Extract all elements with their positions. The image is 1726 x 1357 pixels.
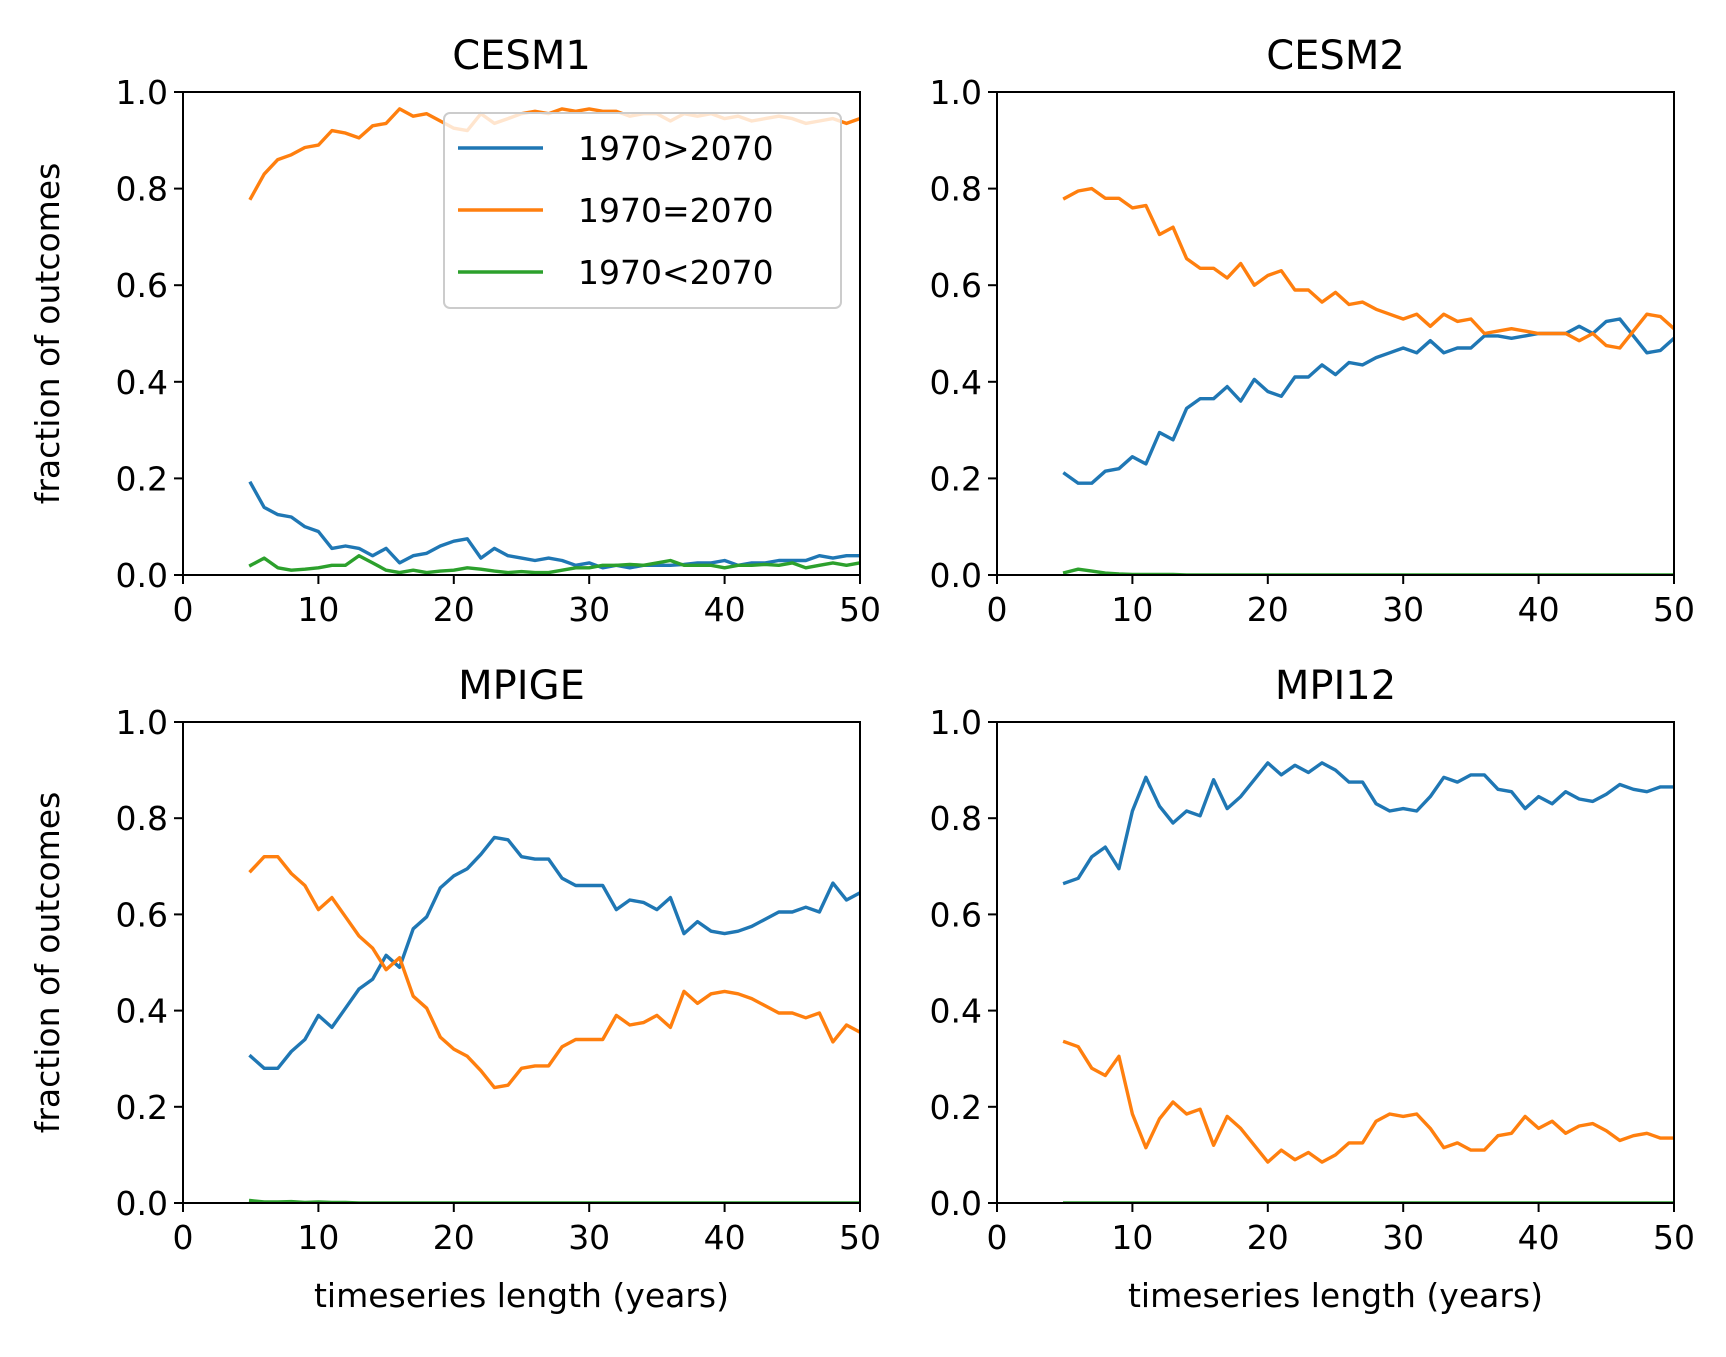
- y-tick-label: 0.0: [116, 556, 168, 595]
- x-tick-label: 30: [1382, 1218, 1424, 1257]
- legend: 1970>2070 1970=2070 1970<2070: [443, 112, 842, 309]
- series-line-1970<2070: [248, 554, 860, 575]
- series-line-1970=2070: [1062, 186, 1674, 350]
- y-tick-label: 1.0: [116, 73, 168, 112]
- x-tick-label: 10: [297, 1218, 339, 1257]
- y-tick-label: 0.4: [930, 363, 982, 402]
- x-axis-label: timeseries length (years): [314, 1276, 729, 1315]
- x-tick-label: 10: [1111, 590, 1153, 629]
- y-tick-label: 0.0: [116, 1184, 168, 1223]
- series-line-1970=2070: [1062, 1039, 1674, 1164]
- x-tick-label: 20: [433, 1218, 475, 1257]
- y-tick-label: 1.0: [930, 73, 982, 112]
- panel-cesm2: 0 10 20 30 40 50 0.0 0.2 0.4 0.6 0.8 1.0 CESM2: [930, 33, 1695, 629]
- y-tick-label: 0.4: [930, 992, 982, 1031]
- x-tick-label: 10: [1111, 1218, 1153, 1257]
- y-tick-label: 1.0: [930, 703, 982, 742]
- series-group: [1062, 186, 1674, 575]
- legend-label: 1970<2070: [578, 253, 774, 292]
- y-tick-label: 0.6: [116, 266, 168, 305]
- y-tick-label: 0.2: [116, 459, 168, 498]
- y-axis-label: fraction of outcomes: [28, 792, 67, 1134]
- series-line-1970>2070: [1062, 317, 1674, 485]
- panel-title: MPI12: [1275, 663, 1396, 709]
- legend-box: [443, 112, 842, 309]
- x-tick-label: 10: [297, 590, 339, 629]
- x-tick-label: 50: [839, 590, 881, 629]
- y-tick-label: 0.0: [930, 556, 982, 595]
- x-tick-label: 30: [568, 590, 610, 629]
- x-tick-label: 20: [433, 590, 475, 629]
- y-tick-label: 0.4: [116, 363, 168, 402]
- x-tick-label: 50: [1653, 590, 1695, 629]
- panel-cesm1: 0 10 20 30 40 50 0.0 0.2 0.4 0.6 0.8 1.0 CESM1 fracti…: [28, 33, 881, 629]
- y-tick-label: 0.8: [930, 170, 982, 209]
- panel-title: CESM1: [452, 33, 591, 79]
- x-tick-label: 20: [1247, 1218, 1289, 1257]
- x-tick-label: 50: [839, 1218, 881, 1257]
- y-tick-label: 0.8: [116, 170, 168, 209]
- y-tick-label: 0.8: [930, 799, 982, 838]
- x-tick-label: 0: [173, 1218, 194, 1257]
- series-line-1970>2070: [248, 835, 860, 1071]
- x-tick-label: 20: [1247, 590, 1289, 629]
- series-line-1970=2070: [248, 855, 860, 1090]
- axes-frame: [182, 91, 861, 576]
- x-tick-label: 40: [704, 1218, 746, 1257]
- y-tick-label: 0.6: [930, 266, 982, 305]
- x-tick-label: 30: [568, 1218, 610, 1257]
- panel-mpi12: 0 10 20 30 40 50 0.0 0.2 0.4 0.6 0.8 1.0 MPI12 timese…: [930, 663, 1695, 1315]
- x-axis-label: timeseries length (years): [1128, 1276, 1543, 1315]
- panel-mpige: 0 10 20 30 40 50 0.0 0.2 0.4 0.6 0.8 1.0 MPIGE fracti…: [28, 663, 881, 1315]
- x-tick-label: 50: [1653, 1218, 1695, 1257]
- y-tick-label: 0.6: [116, 895, 168, 934]
- x-tick-label: 40: [704, 590, 746, 629]
- y-tick-label: 1.0: [116, 703, 168, 742]
- y-axis-label: fraction of outcomes: [28, 163, 67, 505]
- series-group: [248, 835, 860, 1203]
- legend-label: 1970>2070: [578, 129, 774, 168]
- axes-frame: [996, 721, 1675, 1204]
- x-tick-label: 40: [1518, 1218, 1560, 1257]
- panel-title: MPIGE: [458, 663, 585, 709]
- x-tick-label: 40: [1518, 590, 1560, 629]
- axes-frame: [182, 721, 861, 1204]
- x-tick-label: 0: [987, 1218, 1008, 1257]
- panel-title: CESM2: [1266, 33, 1405, 79]
- x-tick-label: 30: [1382, 590, 1424, 629]
- x-tick-label: 0: [987, 590, 1008, 629]
- series-line-1970>2070: [248, 480, 860, 570]
- axes-frame: [996, 91, 1675, 576]
- y-tick-label: 0.4: [116, 992, 168, 1031]
- y-tick-label: 0.6: [930, 895, 982, 934]
- y-tick-label: 0.8: [116, 799, 168, 838]
- series-group: [1062, 761, 1674, 1203]
- series-line-1970>2070: [1062, 761, 1674, 886]
- legend-label: 1970=2070: [578, 191, 774, 230]
- y-tick-label: 0.2: [930, 459, 982, 498]
- y-tick-label: 0.2: [930, 1088, 982, 1127]
- x-tick-label: 0: [173, 590, 194, 629]
- y-tick-label: 0.2: [116, 1088, 168, 1127]
- y-tick-label: 0.0: [930, 1184, 982, 1223]
